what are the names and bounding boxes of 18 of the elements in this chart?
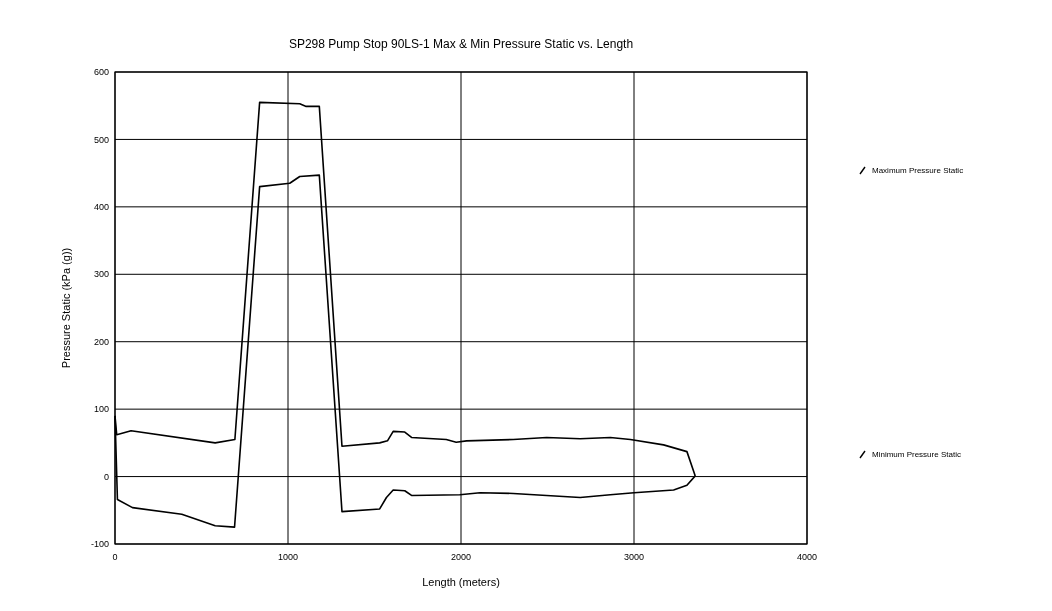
x-tick-label: 3000: [623, 552, 645, 562]
y-tick-label: 500: [93, 134, 109, 145]
y-tick-label: 200: [93, 336, 109, 347]
y-axis-title: Pressure Static (kPa (g)): [60, 247, 72, 369]
x-tick-label: 0: [112, 552, 118, 562]
chart-title: SP298 Pump Stop 90LS-1 Max & Min Pressure Static vs. Length: [288, 37, 634, 51]
y-tick-label: -100: [90, 539, 109, 550]
y-tick-label: 300: [93, 269, 109, 280]
y-tick-label: 0: [103, 471, 109, 482]
legend-label: Maximum Pressure Static: [872, 165, 964, 175]
x-tick-label: 2000: [450, 552, 472, 562]
y-tick-label: 100: [93, 404, 109, 415]
x-tick-label: 1000: [277, 552, 299, 562]
y-tick-label: 400: [93, 202, 109, 213]
x-axis-title: Length (meters): [422, 576, 500, 588]
legend-label: Minimum Pressure Static: [872, 449, 961, 459]
x-tick-label: 4000: [796, 552, 818, 562]
y-tick-label: 600: [93, 67, 109, 78]
